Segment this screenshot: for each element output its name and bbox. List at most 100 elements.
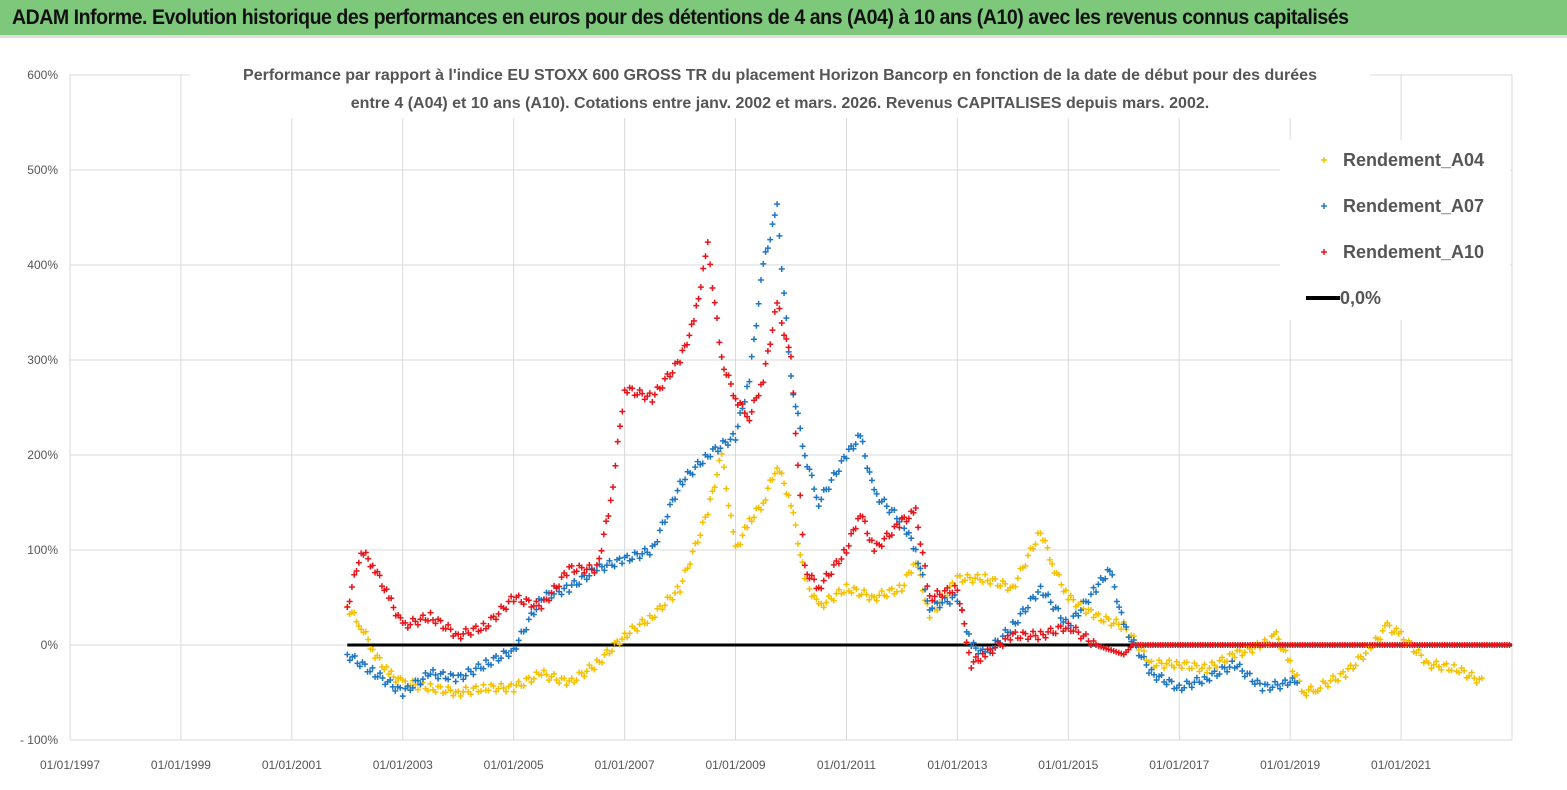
data-point [442,625,449,632]
data-point [629,556,636,563]
data-point [730,392,737,399]
data-point [1042,537,1049,544]
data-point [432,671,439,678]
data-point [806,586,813,593]
data-point [679,481,686,488]
data-point [820,577,827,584]
data-point [868,537,875,544]
y-tick-label: 200% [27,448,58,462]
data-point [488,661,495,668]
data-point [804,571,811,578]
data-point [934,600,941,607]
data-point [1022,562,1029,569]
data-point [737,541,744,548]
data-point [1037,628,1044,635]
data-point [614,638,621,645]
data-point [1052,630,1059,637]
data-point [811,486,818,493]
data-point [1088,606,1094,613]
data-point [727,512,734,519]
data-point [1473,680,1480,687]
data-point [873,597,880,604]
data-point [427,671,434,678]
data-point [480,681,487,688]
data-point [871,593,878,600]
data-point [477,688,484,695]
data-point [383,586,390,593]
data-point [475,661,482,668]
data-point [1037,583,1044,590]
data-point [776,305,783,312]
data-point [513,645,520,652]
data-point [457,671,464,678]
data-point [1330,673,1337,680]
data-point [351,571,358,578]
data-point [1024,552,1031,559]
data-point [707,496,714,503]
data-point [510,598,517,605]
data-point [1116,604,1123,611]
data-point [460,630,467,637]
data-point [445,676,452,683]
data-point [931,593,938,600]
data-point [440,669,447,676]
data-point [919,549,926,556]
data-point [888,585,895,592]
data-point [917,565,924,572]
data-point [472,665,479,672]
data-point [1063,587,1069,594]
data-point [1425,659,1432,666]
data-point [351,652,358,659]
data-point [581,673,588,680]
data-point [929,605,936,612]
data-point [1058,581,1065,588]
data-point [1090,638,1097,645]
data-point [799,443,806,450]
data-point [621,630,628,637]
data-point [1303,692,1310,699]
data-point [472,623,479,630]
data-point [598,659,605,666]
data-point [1168,678,1175,685]
data-point [1113,616,1120,623]
data-point [344,651,351,658]
data-point [901,582,908,589]
data-point [697,284,704,291]
gridlines [69,74,1513,741]
data-point [1393,625,1400,632]
data-point [695,295,702,302]
data-point [762,360,769,367]
data-point [1158,660,1165,667]
data-point [693,302,700,309]
data-point [689,548,696,555]
data-point [1317,685,1324,692]
data-point [1017,610,1024,617]
legend-plus-icon [1321,203,1327,209]
data-point [774,201,781,208]
data-point [1188,665,1195,672]
data-point [634,550,641,557]
data-point [1468,669,1475,676]
data-point [612,462,619,469]
data-point [1289,668,1296,675]
data-point [1125,634,1132,641]
data-point [387,676,394,683]
data-point [409,684,416,691]
data-point [722,438,729,445]
data-point [460,676,467,683]
data-point [859,438,866,445]
data-point [1216,671,1223,678]
data-point [1004,632,1011,639]
data-point [905,515,912,522]
data-point [774,299,781,306]
data-point [830,561,837,568]
data-point [538,605,545,612]
data-point [977,658,984,665]
data-point [682,476,689,483]
data-point [414,686,421,693]
data-point [1035,636,1042,643]
data-point [601,567,608,574]
data-point [919,571,926,578]
data-point [414,677,421,684]
data-point [1047,599,1054,606]
